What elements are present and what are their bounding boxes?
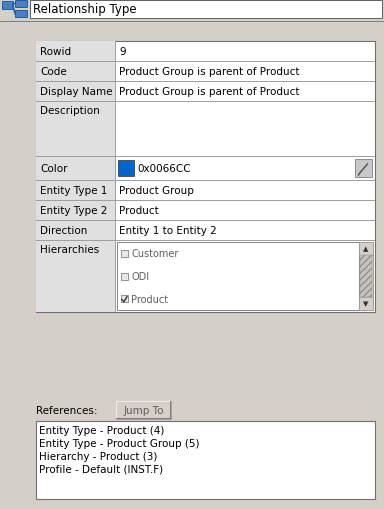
Bar: [36, 181, 115, 201]
Bar: [116, 401, 171, 402]
Bar: [15, 1, 27, 8]
Bar: [36, 220, 375, 221]
Bar: [36, 62, 375, 63]
Text: Entity Type - Product (4): Entity Type - Product (4): [39, 425, 164, 435]
Text: Direction: Direction: [40, 225, 88, 236]
Bar: [0, 22, 384, 23]
Bar: [121, 296, 128, 302]
Bar: [117, 242, 359, 310]
Bar: [359, 242, 373, 310]
Bar: [115, 220, 116, 241]
Bar: [359, 242, 373, 256]
Bar: [36, 62, 115, 82]
Bar: [36, 42, 115, 62]
Bar: [116, 401, 117, 419]
Bar: [36, 42, 375, 313]
Bar: [355, 160, 372, 178]
Bar: [36, 241, 115, 313]
Bar: [115, 42, 116, 62]
Text: Color: Color: [40, 164, 68, 174]
Bar: [115, 181, 116, 201]
Bar: [116, 401, 171, 419]
Text: Relationship Type: Relationship Type: [33, 4, 137, 16]
Text: Product Group is parent of Product: Product Group is parent of Product: [119, 67, 300, 77]
Text: Product Group is parent of Product: Product Group is parent of Product: [119, 87, 300, 97]
Bar: [0, 0, 384, 22]
Bar: [115, 157, 116, 181]
Text: Product Group: Product Group: [119, 186, 194, 195]
Bar: [30, 1, 382, 19]
Bar: [118, 161, 134, 177]
Text: Product: Product: [131, 294, 168, 304]
Bar: [359, 297, 373, 310]
Text: ODI: ODI: [131, 271, 149, 281]
Bar: [115, 62, 116, 82]
Bar: [36, 201, 115, 220]
Bar: [36, 157, 115, 181]
Text: ▲: ▲: [363, 246, 369, 252]
Text: 9: 9: [119, 47, 126, 57]
Bar: [115, 201, 116, 220]
Text: Profile - Default (INST.F): Profile - Default (INST.F): [39, 464, 163, 474]
Bar: [36, 421, 375, 499]
Text: Code: Code: [40, 67, 67, 77]
Bar: [170, 401, 171, 419]
Text: Hierarchies: Hierarchies: [40, 244, 99, 254]
Text: Rowid: Rowid: [40, 47, 71, 57]
Text: Product: Product: [119, 206, 159, 216]
Text: Entity Type 1: Entity Type 1: [40, 186, 108, 195]
Text: Customer: Customer: [131, 249, 179, 259]
Bar: [121, 250, 128, 258]
Bar: [115, 82, 116, 102]
Text: Jump To: Jump To: [123, 405, 164, 415]
Text: Entity 1 to Entity 2: Entity 1 to Entity 2: [119, 225, 217, 236]
Text: ▼: ▼: [363, 301, 369, 307]
Text: References:: References:: [36, 405, 98, 415]
Bar: [121, 273, 128, 280]
Bar: [116, 418, 171, 419]
Text: Hierarchy - Product (3): Hierarchy - Product (3): [39, 451, 157, 461]
Text: Entity Type 2: Entity Type 2: [40, 206, 108, 216]
Bar: [36, 220, 115, 241]
Text: Description: Description: [40, 106, 100, 116]
Bar: [36, 102, 115, 157]
Text: 0x0066CC: 0x0066CC: [137, 164, 190, 174]
Text: Display Name: Display Name: [40, 87, 113, 97]
Bar: [2, 2, 13, 10]
Bar: [15, 11, 27, 18]
Bar: [36, 82, 115, 102]
Bar: [115, 102, 116, 157]
Bar: [360, 256, 372, 297]
Text: Entity Type - Product Group (5): Entity Type - Product Group (5): [39, 438, 200, 448]
Bar: [115, 241, 116, 313]
